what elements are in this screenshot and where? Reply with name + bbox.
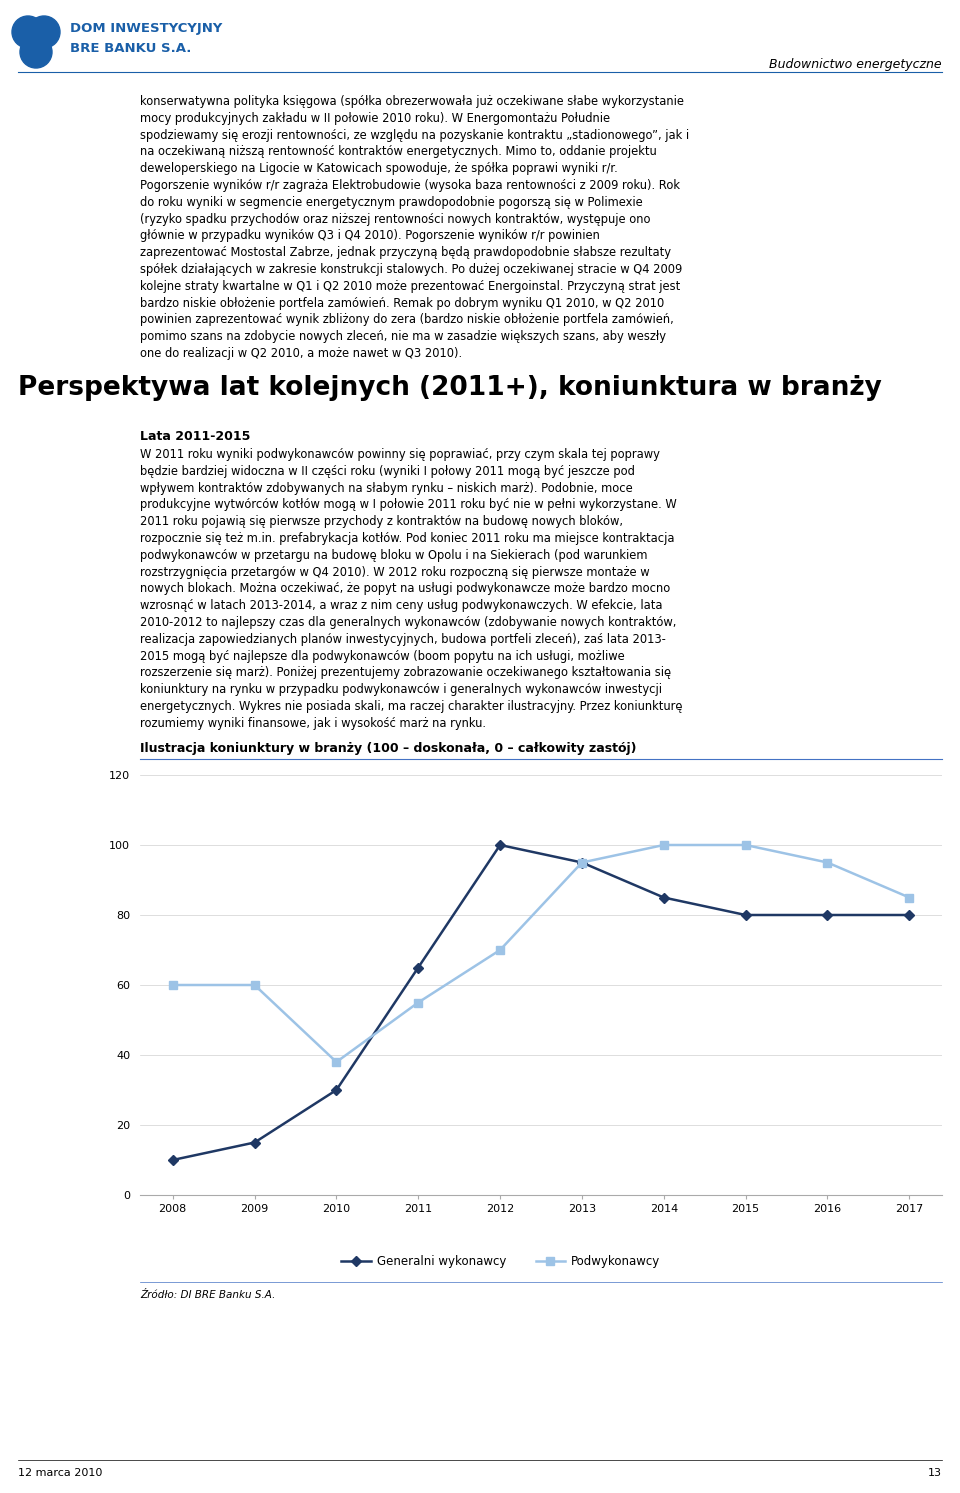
- Text: one do realizacji w Q2 2010, a może nawet w Q3 2010).: one do realizacji w Q2 2010, a może nawe…: [140, 346, 462, 360]
- Text: Perspektywa lat kolejnych (2011+), koniunktura w branży: Perspektywa lat kolejnych (2011+), koniu…: [18, 375, 882, 402]
- Text: wzrosnąć w latach 2013-2014, a wraz z nim ceny usług podwykonawczych. W efekcie,: wzrosnąć w latach 2013-2014, a wraz z ni…: [140, 599, 662, 612]
- Text: rozpocznie się też m.in. prefabrykacja kotłów. Pod koniec 2011 roku ma miejsce k: rozpocznie się też m.in. prefabrykacja k…: [140, 532, 675, 545]
- Text: zaprezentować Mostostal Zabrze, jednak przyczyną będą prawdopodobnie słabsze rez: zaprezentować Mostostal Zabrze, jednak p…: [140, 246, 671, 260]
- Text: rozstrzygnięcia przetargów w Q4 2010). W 2012 roku rozpoczną się pierwsze montaż: rozstrzygnięcia przetargów w Q4 2010). W…: [140, 566, 650, 579]
- Text: Lata 2011-2015: Lata 2011-2015: [140, 430, 251, 443]
- Text: 2015 mogą być najlepsze dla podwykonawców (boom popytu na ich usługi, możliwe: 2015 mogą być najlepsze dla podwykonawcó…: [140, 649, 625, 663]
- Text: Ilustracja koniunktury w branży (100 – doskonała, 0 – całkowity zastój): Ilustracja koniunktury w branży (100 – d…: [140, 742, 636, 755]
- Text: BRE BANKU S.A.: BRE BANKU S.A.: [70, 42, 191, 55]
- Circle shape: [28, 16, 60, 48]
- Text: deweloperskiego na Ligocie w Katowicach spowoduje, że spółka poprawi wyniki r/r.: deweloperskiego na Ligocie w Katowicach …: [140, 163, 617, 175]
- Text: W 2011 roku wyniki podwykonawców powinny się poprawiać, przy czym skala tej popr: W 2011 roku wyniki podwykonawców powinny…: [140, 448, 660, 461]
- Text: konserwatywna polityka księgowa (spółka obrezerwowała już oczekiwane słabe wykor: konserwatywna polityka księgowa (spółka …: [140, 96, 684, 107]
- Text: (ryzyko spadku przychodów oraz niższej rentowności nowych kontraktów, występuje : (ryzyko spadku przychodów oraz niższej r…: [140, 212, 651, 225]
- Text: rozszerzenie się marż). Poniżej prezentujemy zobrazowanie oczekiwanego kształtow: rozszerzenie się marż). Poniżej prezentu…: [140, 666, 671, 679]
- Text: energetycznych. Wykres nie posiada skali, ma raczej charakter ilustracyjny. Prze: energetycznych. Wykres nie posiada skali…: [140, 700, 683, 714]
- Circle shape: [20, 36, 52, 69]
- Legend: Generalni wykonawcy, Podwykonawcy: Generalni wykonawcy, Podwykonawcy: [337, 1251, 665, 1274]
- Text: Pogorszenie wyników r/r zagraża Elektrobudowie (wysoka baza rentowności z 2009 r: Pogorszenie wyników r/r zagraża Elektrob…: [140, 179, 680, 193]
- Text: DOM INWESTYCYJNY: DOM INWESTYCYJNY: [70, 22, 223, 34]
- Text: spodziewamy się erozji rentowności, ze względu na pozyskanie kontraktu „stadiono: spodziewamy się erozji rentowności, ze w…: [140, 128, 689, 142]
- Text: Źródło: DI BRE Banku S.A.: Źródło: DI BRE Banku S.A.: [140, 1290, 276, 1300]
- Text: będzie bardziej widoczna w II części roku (wyniki I połowy 2011 mogą być jeszcze: będzie bardziej widoczna w II części rok…: [140, 464, 635, 478]
- Text: wpływem kontraktów zdobywanych na słabym rynku – niskich marż). Podobnie, moce: wpływem kontraktów zdobywanych na słabym…: [140, 482, 633, 494]
- Text: na oczekiwaną niższą rentowność kontraktów energetycznych. Mimo to, oddanie proj: na oczekiwaną niższą rentowność kontrakt…: [140, 145, 657, 158]
- Text: mocy produkcyjnych zakładu w II połowie 2010 roku). W Energomontażu Południe: mocy produkcyjnych zakładu w II połowie …: [140, 112, 611, 125]
- Text: Budownictwo energetyczne: Budownictwo energetyczne: [769, 58, 942, 72]
- Text: pomimo szans na zdobycie nowych zleceń, nie ma w zasadzie większych szans, aby w: pomimo szans na zdobycie nowych zleceń, …: [140, 330, 666, 343]
- Text: 13: 13: [928, 1468, 942, 1478]
- Text: do roku wyniki w segmencie energetycznym prawdopodobnie pogorszą się w Polimexie: do roku wyniki w segmencie energetycznym…: [140, 196, 643, 209]
- Text: bardzo niskie obłożenie portfela zamówień. Remak po dobrym wyniku Q1 2010, w Q2 : bardzo niskie obłożenie portfela zamówie…: [140, 297, 664, 309]
- Text: 2011 roku pojawią się pierwsze przychody z kontraktów na budowę nowych bloków,: 2011 roku pojawią się pierwsze przychody…: [140, 515, 623, 529]
- Text: spółek działających w zakresie konstrukcji stalowych. Po dużej oczekiwanej strac: spółek działających w zakresie konstrukc…: [140, 263, 683, 276]
- Text: realizacja zapowiedzianych planów inwestycyjnych, budowa portfeli zleceń), zaś l: realizacja zapowiedzianych planów inwest…: [140, 633, 666, 646]
- Text: 12 marca 2010: 12 marca 2010: [18, 1468, 103, 1478]
- Text: powinien zaprezentować wynik zbliżony do zera (bardzo niskie obłożenie portfela : powinien zaprezentować wynik zbliżony do…: [140, 314, 674, 327]
- Text: 2010-2012 to najlepszy czas dla generalnych wykonawców (zdobywanie nowych kontra: 2010-2012 to najlepszy czas dla generaln…: [140, 617, 677, 629]
- Text: nowych blokach. Można oczekiwać, że popyt na usługi podwykonawcze może bardzo mo: nowych blokach. Można oczekiwać, że popy…: [140, 582, 670, 596]
- Text: produkcyjne wytwórców kotłów mogą w I połowie 2011 roku być nie w pełni wykorzys: produkcyjne wytwórców kotłów mogą w I po…: [140, 499, 677, 512]
- Text: rozumiemy wyniki finansowe, jak i wysokość marż na rynku.: rozumiemy wyniki finansowe, jak i wysoko…: [140, 717, 486, 730]
- Text: głównie w przypadku wyników Q3 i Q4 2010). Pogorszenie wyników r/r powinien: głównie w przypadku wyników Q3 i Q4 2010…: [140, 230, 600, 242]
- Text: kolejne straty kwartalne w Q1 i Q2 2010 może prezentować Energoinstal. Przyczyną: kolejne straty kwartalne w Q1 i Q2 2010 …: [140, 279, 681, 293]
- Text: podwykonawców w przetargu na budowę bloku w Opolu i na Siekierach (pod warunkiem: podwykonawców w przetargu na budowę blok…: [140, 549, 647, 561]
- Circle shape: [12, 16, 44, 48]
- Text: koniunktury na rynku w przypadku podwykonawców i generalnych wykonawców inwestyc: koniunktury na rynku w przypadku podwyko…: [140, 684, 662, 696]
